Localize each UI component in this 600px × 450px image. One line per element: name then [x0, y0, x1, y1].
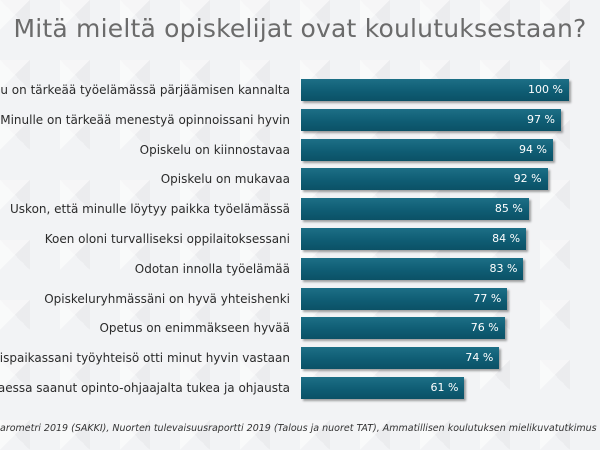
value-label: 100 % — [528, 83, 563, 96]
bar: 83 % — [301, 257, 524, 280]
category-label: Opiskelu on mukavaa — [160, 172, 290, 187]
category-label: Opiskeluryhmässäni on hyvä yhteishenki — [44, 291, 290, 306]
bar: 61 % — [301, 377, 465, 399]
bar: 76 % — [301, 317, 505, 340]
value-label: 61 % — [430, 381, 459, 394]
category-label: vittaessa saanut opinto-ohjaajalta tukea… — [0, 381, 290, 395]
bar: 92 % — [301, 168, 548, 191]
value-label: 94 % — [518, 142, 547, 156]
bar: 94 % — [301, 138, 553, 161]
value-label: 83 % — [489, 261, 518, 275]
category-label: Opiskelu on kiinnostavaa — [139, 142, 290, 157]
bar: 97 % — [301, 108, 561, 131]
category-label: Koen oloni turvalliseksi oppilaitoksessa… — [44, 232, 290, 246]
value-label: 92 % — [513, 172, 542, 186]
category-label: Odotan innolla työelämää — [134, 261, 290, 276]
value-label: 97 % — [527, 112, 555, 126]
bar: 100 % — [301, 79, 569, 101]
value-label: 76 % — [470, 321, 499, 335]
bar: 85 % — [301, 198, 529, 221]
category-label: Minulle on tärkeää menestyä opinnoissani… — [0, 112, 290, 127]
category-label: oimispaikassani työyhteisö otti minut hy… — [0, 351, 290, 366]
category-label: skelu on tärkeää työelämässä pärjäämisen… — [0, 83, 290, 97]
bar: 84 % — [301, 228, 527, 250]
bar: 74 % — [301, 347, 500, 370]
source-footnote: arometri 2019 (SAKKI), Nuorten tulevaisu… — [0, 423, 597, 434]
category-label: Opetus on enimmäkseen hyvää — [99, 321, 290, 336]
category-label: Uskon, että minulle löytyy paikka työelä… — [10, 202, 290, 217]
value-label: 84 % — [492, 232, 521, 245]
value-label: 74 % — [465, 351, 494, 365]
chart-title: Mitä mieltä opiskelijat ovat koulutukses… — [13, 14, 587, 43]
value-label: 85 % — [494, 202, 523, 216]
bar: 77 % — [301, 287, 508, 310]
value-label: 77 % — [473, 291, 502, 305]
